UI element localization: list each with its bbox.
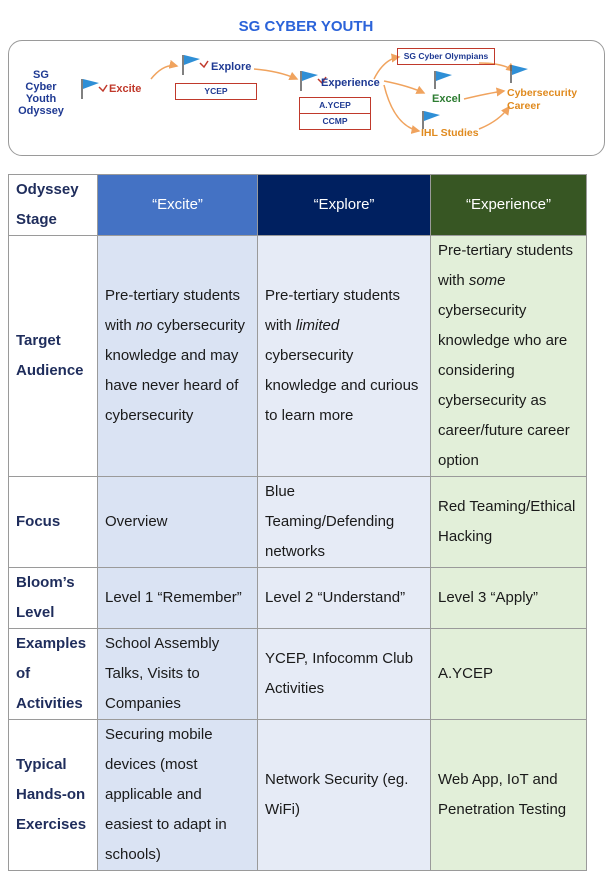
header-experience: “Experience” [430,174,587,236]
table-cell: A.YCEP [430,628,587,720]
page-title: SG CYBER YOUTH [238,18,374,35]
row-label: Target Audience [8,235,98,477]
odyssey-diagram: SG Cyber Youth Odyssey Excite Explore YC… [8,40,605,156]
arrow-experience-ihl [383,84,421,134]
header-explore: “Explore” [257,174,431,236]
career-label: Cybersecurity Career [507,87,578,112]
odyssey-table: Odyssey Stage “Excite” “Explore” “Experi… [8,174,587,871]
arrow-experience-excel [383,80,426,94]
row-label: Focus [8,476,98,568]
table-row: Bloom’s Level Level 1 “Remember” Level 2… [8,567,587,629]
table-cell: Overview [97,476,258,568]
table-cell: YCEP, Infocomm Club Activities [257,628,431,720]
stage-excel: Excel [432,93,461,105]
flag-icon-experience [300,71,327,91]
table-row: Examples of Activities School Assembly T… [8,628,587,720]
ihl-label: IHL Studies [421,127,479,139]
table-cell: Pre-tertiary students with some cybersec… [430,235,587,477]
table-cell: Blue Teaming/Defending networks [257,476,431,568]
table-cell: Level 3 “Apply” [430,567,587,629]
table-cell: School Assembly Talks, Visits to Compani… [97,628,258,720]
aycep-box: A.YCEP [299,97,371,114]
flag-icon-explore [182,55,209,75]
flag-icon-ihl [422,111,440,129]
table-cell: Level 1 “Remember” [97,567,258,629]
table-row: Focus Overview Blue Teaming/Defending ne… [8,476,587,568]
diagram-arrows [81,53,528,134]
ccmp-box: CCMP [299,113,371,130]
row-label: Bloom’s Level [8,567,98,629]
ycep-box: YCEP [175,83,257,100]
stage-experience: Experience [321,77,380,89]
arrow-excel-career [463,87,506,100]
table-row: Target Audience Pre-tertiary students wi… [8,235,587,477]
stage-excite: Excite [109,83,142,95]
row-label: Examples of Activities [8,628,98,720]
flag-icon-excite [81,79,108,99]
table-row: Typical Hands-on Exercises Securing mobi… [8,719,587,871]
table-cell: Network Security (eg. WiFi) [257,719,431,871]
stage-explore: Explore [211,61,252,73]
row-label: Typical Hands-on Exercises [8,719,98,871]
table-cell: Web App, IoT and Penetration Testing [430,719,587,871]
flag-icon-career [510,65,528,83]
table-cell: Level 2 “Understand” [257,567,431,629]
arrow-explore-experience [253,68,299,81]
arrow-excite-explore [150,59,179,80]
header-label: Odyssey Stage [8,174,98,236]
table-cell: Pre-tertiary students with limited cyber… [257,235,431,477]
table-cell: Red Teaming/Ethical Hacking [430,476,587,568]
olympians-box: SG Cyber Olympians [397,48,495,65]
table-cell: Pre-tertiary students with no cybersecur… [97,235,258,477]
odyssey-label: SG Cyber Youth Odyssey [18,69,64,117]
arrow-ihl-career [478,105,510,130]
arrow-experience-olympians [373,53,401,80]
header-excite: “Excite” [97,174,258,236]
flag-icon-excel [434,71,452,89]
table-cell: Securing mobile devices (most applicable… [97,719,258,871]
header-row: Odyssey Stage “Excite” “Explore” “Experi… [8,174,587,236]
